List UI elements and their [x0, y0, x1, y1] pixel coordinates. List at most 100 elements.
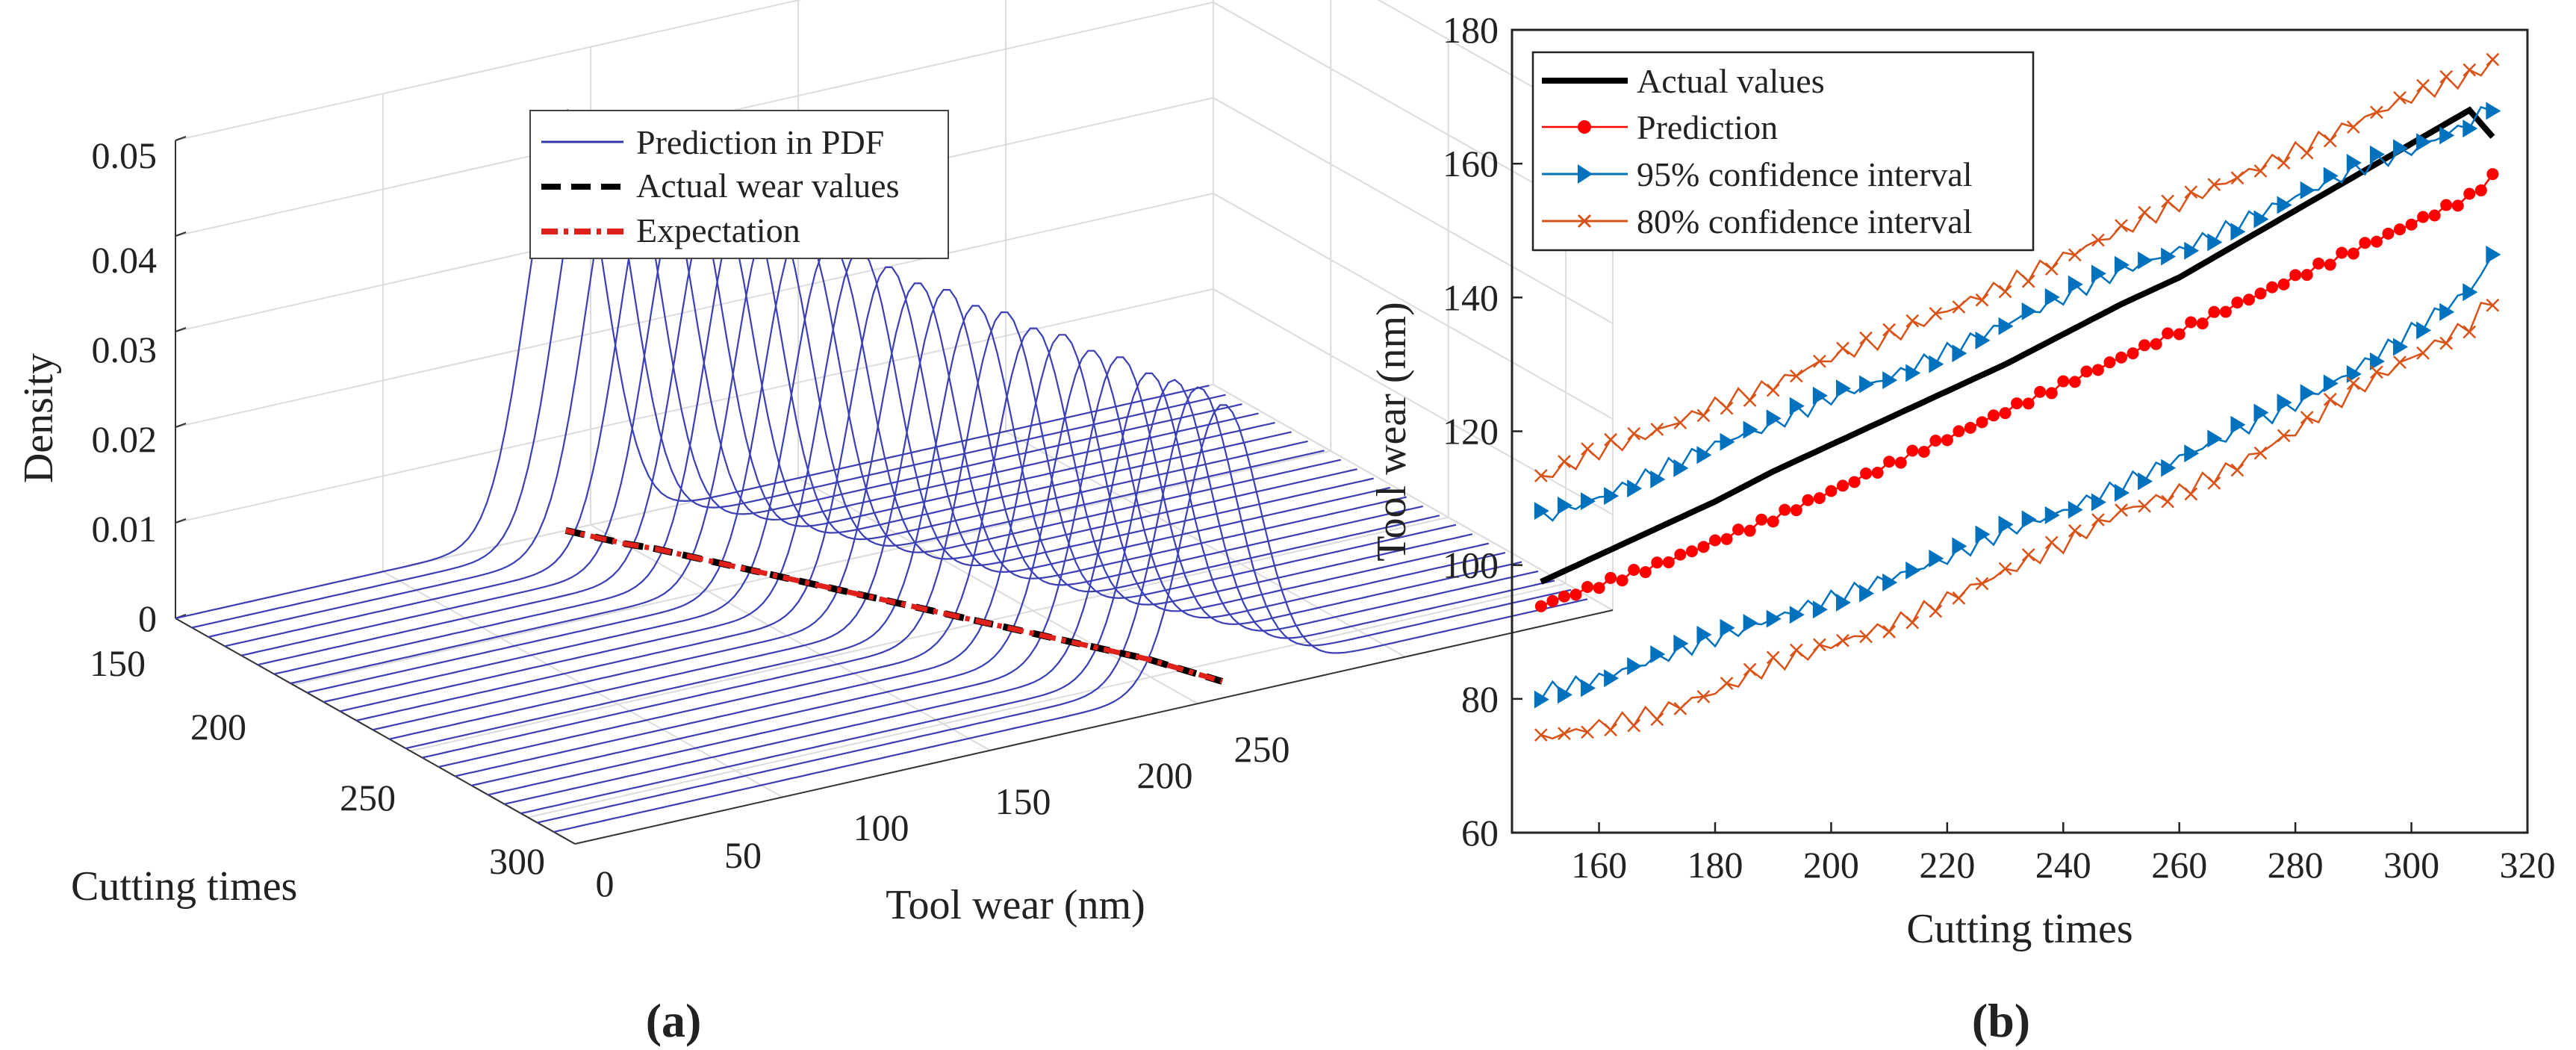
- x-tick: 0: [596, 863, 615, 904]
- ci95-marker: [2138, 251, 2153, 270]
- prediction-marker: [2057, 375, 2070, 388]
- prediction-marker: [2486, 168, 2499, 181]
- ci95-marker: [1905, 561, 1921, 580]
- pdf-curve: [224, 157, 1259, 647]
- ci80-marker: [2393, 90, 2407, 105]
- ci80-marker: [1789, 369, 1803, 383]
- ci95-marker: [2369, 145, 2385, 164]
- ci80-marker: [2253, 164, 2268, 178]
- ci80-marker: [1650, 422, 1664, 436]
- panel-a-y-label: Cutting times: [71, 863, 297, 910]
- series-line: [1540, 58, 2494, 479]
- x-tick-label: 200: [1803, 844, 1859, 886]
- prediction-marker: [2336, 246, 2348, 259]
- ci95-marker: [1650, 470, 1666, 488]
- prediction-marker: [2173, 328, 2185, 341]
- ci80-marker: [1627, 426, 1641, 441]
- ci95-marker: [2393, 338, 2409, 356]
- ci80-marker: [2091, 233, 2105, 247]
- ci80-marker: [2277, 156, 2291, 170]
- ci80-marker: [1929, 307, 1943, 320]
- prediction-marker: [2022, 397, 2035, 410]
- ci95-marker: [2253, 403, 2269, 422]
- prediction-marker: [1848, 476, 1861, 488]
- prediction-marker: [2011, 397, 2023, 410]
- expectation-line: [564, 527, 1223, 684]
- legend-entry: 95% confidence interval: [1637, 155, 1973, 193]
- prediction-marker: [2045, 387, 2058, 400]
- ci95-marker: [2044, 288, 2060, 306]
- ci95-marker: [2439, 302, 2455, 321]
- prediction-marker: [1720, 532, 1733, 545]
- ci95-marker: [2091, 493, 2106, 512]
- ci95-marker: [1534, 502, 1549, 521]
- ci95-marker: [1952, 344, 1967, 363]
- prediction-marker: [2254, 287, 2267, 299]
- ci95-marker: [1952, 537, 1967, 556]
- grid-line: [293, 450, 1331, 686]
- panel-b-ticks: 160 180 200 220 240 260 280 300 320 60 80 100 120 140…: [1443, 9, 2556, 886]
- ci80-marker: [1673, 416, 1687, 429]
- prediction-marker: [1917, 445, 1930, 458]
- tick-mark: [175, 136, 187, 141]
- ci80-marker: [1859, 630, 1873, 644]
- prediction-marker: [1988, 409, 2000, 422]
- prediction-marker: [2289, 269, 2302, 282]
- series-line: [1540, 106, 2495, 585]
- z-tick: 0.04: [92, 239, 158, 281]
- y-tick-label: 100: [1443, 544, 1499, 586]
- ci80-marker: [2068, 248, 2082, 262]
- panel-a-label: (a): [646, 994, 702, 1047]
- ci80-marker: [1581, 725, 1594, 739]
- ci95-marker: [1627, 479, 1643, 498]
- y-tick-label: 160: [1443, 143, 1499, 184]
- prediction-marker: [2405, 218, 2418, 231]
- ci95-marker: [1859, 375, 1875, 394]
- z-tick: 0.02: [92, 418, 158, 460]
- prediction-marker: [2347, 247, 2359, 260]
- ci80-marker: [2207, 476, 2221, 490]
- ci95-marker: [1557, 686, 1572, 704]
- prediction-marker: [2231, 296, 2244, 309]
- ci80-marker: [1905, 615, 1920, 630]
- ci95-marker: [2021, 302, 2037, 320]
- ci95-marker: [1673, 634, 1689, 653]
- panel-a-x-label: Tool wear (nm): [886, 882, 1145, 928]
- ci80-marker: [1813, 638, 1826, 652]
- legend-marker-ci95: [1578, 164, 1593, 184]
- ci95-marker: [1882, 371, 1898, 390]
- ci80-marker: [2486, 298, 2500, 312]
- prediction-marker: [1964, 421, 1976, 434]
- prediction-marker: [2185, 316, 2197, 329]
- prediction-marker: [2068, 376, 2081, 388]
- ci95-marker: [2207, 429, 2223, 448]
- grid-line: [1213, 193, 1614, 420]
- ci95-marker: [1604, 669, 1620, 688]
- ci80-marker: [1882, 323, 1897, 337]
- prediction-marker: [1662, 556, 1675, 568]
- ci95-marker: [1743, 420, 1758, 439]
- prediction-marker: [1894, 456, 1907, 469]
- y-tick: 150: [90, 642, 146, 684]
- prediction-marker: [2277, 278, 2290, 291]
- ci80-marker: [1720, 677, 1734, 690]
- prediction-marker: [1569, 588, 1582, 601]
- y-tick-label: 180: [1443, 9, 1499, 51]
- ci95-marker: [1929, 355, 1944, 373]
- ci95-marker: [2277, 393, 2292, 411]
- prediction-marker: [2370, 235, 2383, 248]
- ci80-marker: [1836, 341, 1849, 355]
- ci80-marker: [2161, 494, 2175, 509]
- ci80-marker: [2370, 365, 2383, 379]
- ci95-marker: [1534, 690, 1549, 709]
- ci80-marker: [1813, 354, 1826, 368]
- ci80-marker: [1998, 285, 2012, 299]
- legend-marker-prediction: [1578, 120, 1591, 134]
- prediction-marker: [2417, 211, 2430, 223]
- ci95-marker: [2393, 139, 2409, 158]
- ci80-marker: [2091, 513, 2105, 526]
- ci80-marker: [2230, 171, 2244, 185]
- pdf-curve: [290, 211, 1325, 685]
- prediction-marker: [1639, 566, 1652, 579]
- ci95-marker: [2230, 415, 2246, 434]
